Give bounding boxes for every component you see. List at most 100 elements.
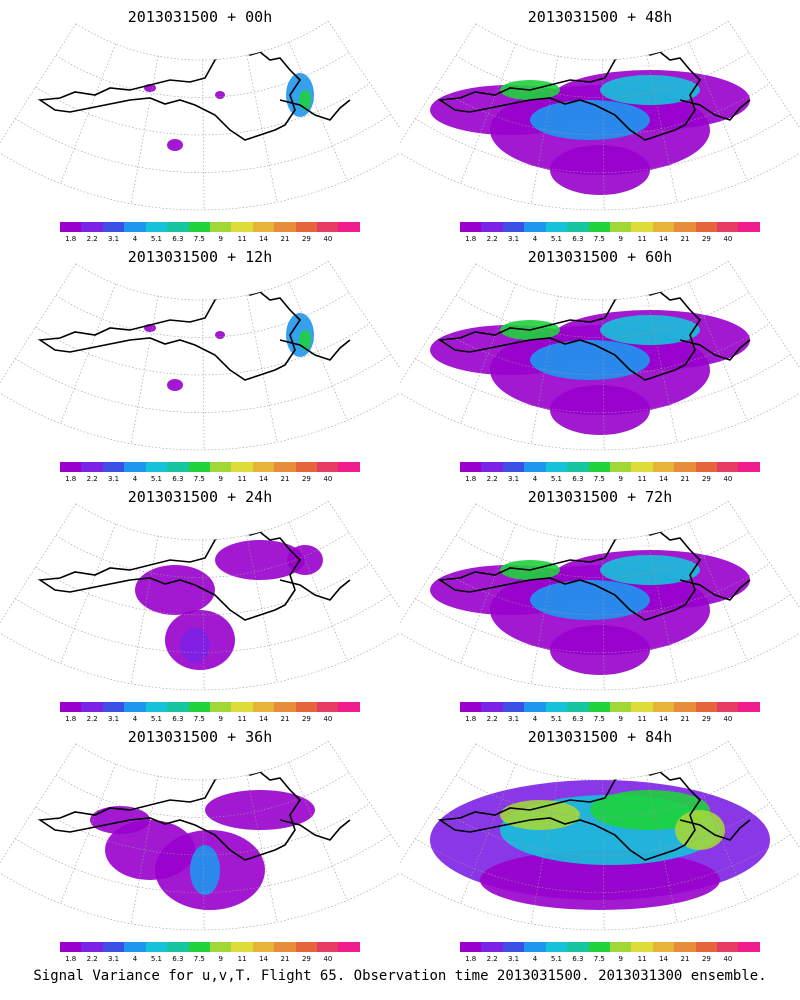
variance-region: [299, 330, 311, 350]
colorbar: [460, 702, 760, 712]
colorbar-swatch: [209, 702, 232, 712]
colorbar-swatch: [524, 222, 546, 232]
colorbar-tick-label: 29: [301, 235, 311, 243]
variance-map: [0, 260, 400, 451]
colorbar-tick-label: 1.8: [465, 235, 477, 243]
latitude-line: [455, 531, 750, 578]
meridian-line: [60, 523, 116, 664]
colorbar-tick-label: 1.8: [465, 955, 477, 963]
colorbar-tick-label: 6.3: [572, 235, 584, 243]
colorbar-swatch: [102, 702, 125, 712]
meridian-line: [646, 295, 678, 443]
variance-region: [600, 75, 700, 105]
colorbar-tick-label: 5.1: [150, 955, 162, 963]
colorbar-tick-label: 1.8: [465, 715, 477, 723]
variance-region: [530, 100, 650, 140]
variance-map: [400, 740, 800, 931]
colorbar-tick-label: 14: [659, 955, 669, 963]
map-panel-p24: 2013031500 + 24h 1.8 2.2 3.1 4 5.1 6.3 7.5 9 11 14…: [0, 480, 400, 730]
latitude-line: [55, 51, 350, 98]
colorbar-tick-label: 21: [280, 475, 290, 483]
colorbar-tick-label: 29: [301, 715, 311, 723]
colorbar-tick-label: 7.5: [593, 475, 605, 483]
colorbar-swatch: [631, 702, 653, 712]
colorbar-tick-label: 9: [218, 475, 223, 483]
colorbar-swatch: [274, 222, 296, 232]
colorbar-swatch: [652, 222, 675, 232]
colorbar-swatch: [124, 702, 146, 712]
variance-map: [400, 260, 800, 451]
colorbar-swatch: [338, 702, 360, 712]
colorbar-swatch: [545, 702, 568, 712]
colorbar-tick-label: 5.1: [550, 955, 562, 963]
colorbar-tick-label: 29: [301, 475, 311, 483]
colorbar-swatch: [124, 462, 146, 472]
colorbar-tick-label: 21: [680, 955, 690, 963]
colorbar-swatch: [317, 942, 339, 952]
colorbar: [60, 942, 360, 952]
colorbar-tick-label: 2.2: [486, 715, 498, 723]
latitude-line: [55, 531, 350, 578]
colorbar-tick-label: 29: [701, 235, 711, 243]
panel-title: 2013031500 + 24h: [127, 488, 273, 506]
colorbar-tick-label: 40: [723, 235, 733, 243]
colorbar-swatch: [274, 462, 296, 472]
colorbar-tick-label: 11: [637, 475, 647, 483]
meridian-line: [530, 296, 559, 444]
meridian-line: [202, 59, 205, 210]
colorbar-swatch: [588, 222, 610, 232]
colorbar-swatch: [567, 942, 589, 952]
colorbar-tick-label: 6.3: [572, 715, 584, 723]
colorbar-swatch: [674, 462, 696, 472]
colorbar-tick-label: 4: [532, 955, 538, 963]
colorbar-swatch: [460, 942, 482, 952]
colorbar-swatch: [717, 462, 739, 472]
latitude-line: [15, 354, 391, 413]
latitude-line: [15, 834, 391, 893]
colorbar-swatch: [209, 942, 232, 952]
coastline: [437, 527, 702, 621]
colorbar-swatch: [60, 462, 82, 472]
colorbar-swatch: [502, 942, 525, 952]
colorbar-swatch: [481, 942, 503, 952]
colorbar-swatch: [338, 222, 360, 232]
meridian-line: [288, 761, 348, 901]
latitude-line: [475, 260, 729, 301]
colorbar-swatch: [524, 942, 546, 952]
colorbar-tick-label: 1.8: [65, 955, 77, 963]
meridian-line: [688, 41, 748, 181]
variance-region: [299, 90, 311, 110]
map-panel-p84: 2013031500 + 84h 1.8 2.2 3.1 4 5.1 6.3 7.5 9 11 14…: [400, 720, 800, 970]
colorbar-tick-label: 21: [680, 475, 690, 483]
colorbar-tick-label: 21: [680, 235, 690, 243]
colorbar-swatch: [209, 222, 232, 232]
colorbar-swatch: [695, 222, 718, 232]
colorbar-swatch: [567, 702, 589, 712]
colorbar-swatch: [588, 702, 610, 712]
colorbar-swatch: [481, 462, 503, 472]
colorbar-tick-label: 14: [259, 235, 269, 243]
colorbar-tick-label: 40: [323, 955, 333, 963]
colorbar-tick-label: 9: [618, 475, 623, 483]
meridian-line: [0, 23, 77, 144]
meridian-line: [646, 55, 678, 203]
colorbar-tick-label: 4: [132, 235, 138, 243]
colorbar-swatch: [609, 462, 632, 472]
colorbar: [60, 222, 360, 232]
meridian-line: [460, 763, 516, 904]
latitude-line: [55, 771, 350, 818]
colorbar-swatch: [102, 942, 125, 952]
colorbar: [460, 222, 760, 232]
meridian-line: [460, 523, 516, 664]
latitude-line: [15, 114, 391, 173]
map-panel-p36: 2013031500 + 36h 1.8 2.2 3.1 4 5.1 6.3 7.5 9 11 14…: [0, 720, 400, 970]
colorbar-swatch: [674, 702, 696, 712]
colorbar-tick-label: 14: [259, 955, 269, 963]
colorbar-tick-label: 1.8: [465, 475, 477, 483]
meridian-line: [400, 743, 477, 864]
latitude-line: [75, 500, 329, 541]
latitude-line: [455, 291, 750, 338]
latitude-line: [475, 740, 729, 781]
colorbar-swatch: [588, 942, 610, 952]
variance-region: [215, 540, 305, 580]
